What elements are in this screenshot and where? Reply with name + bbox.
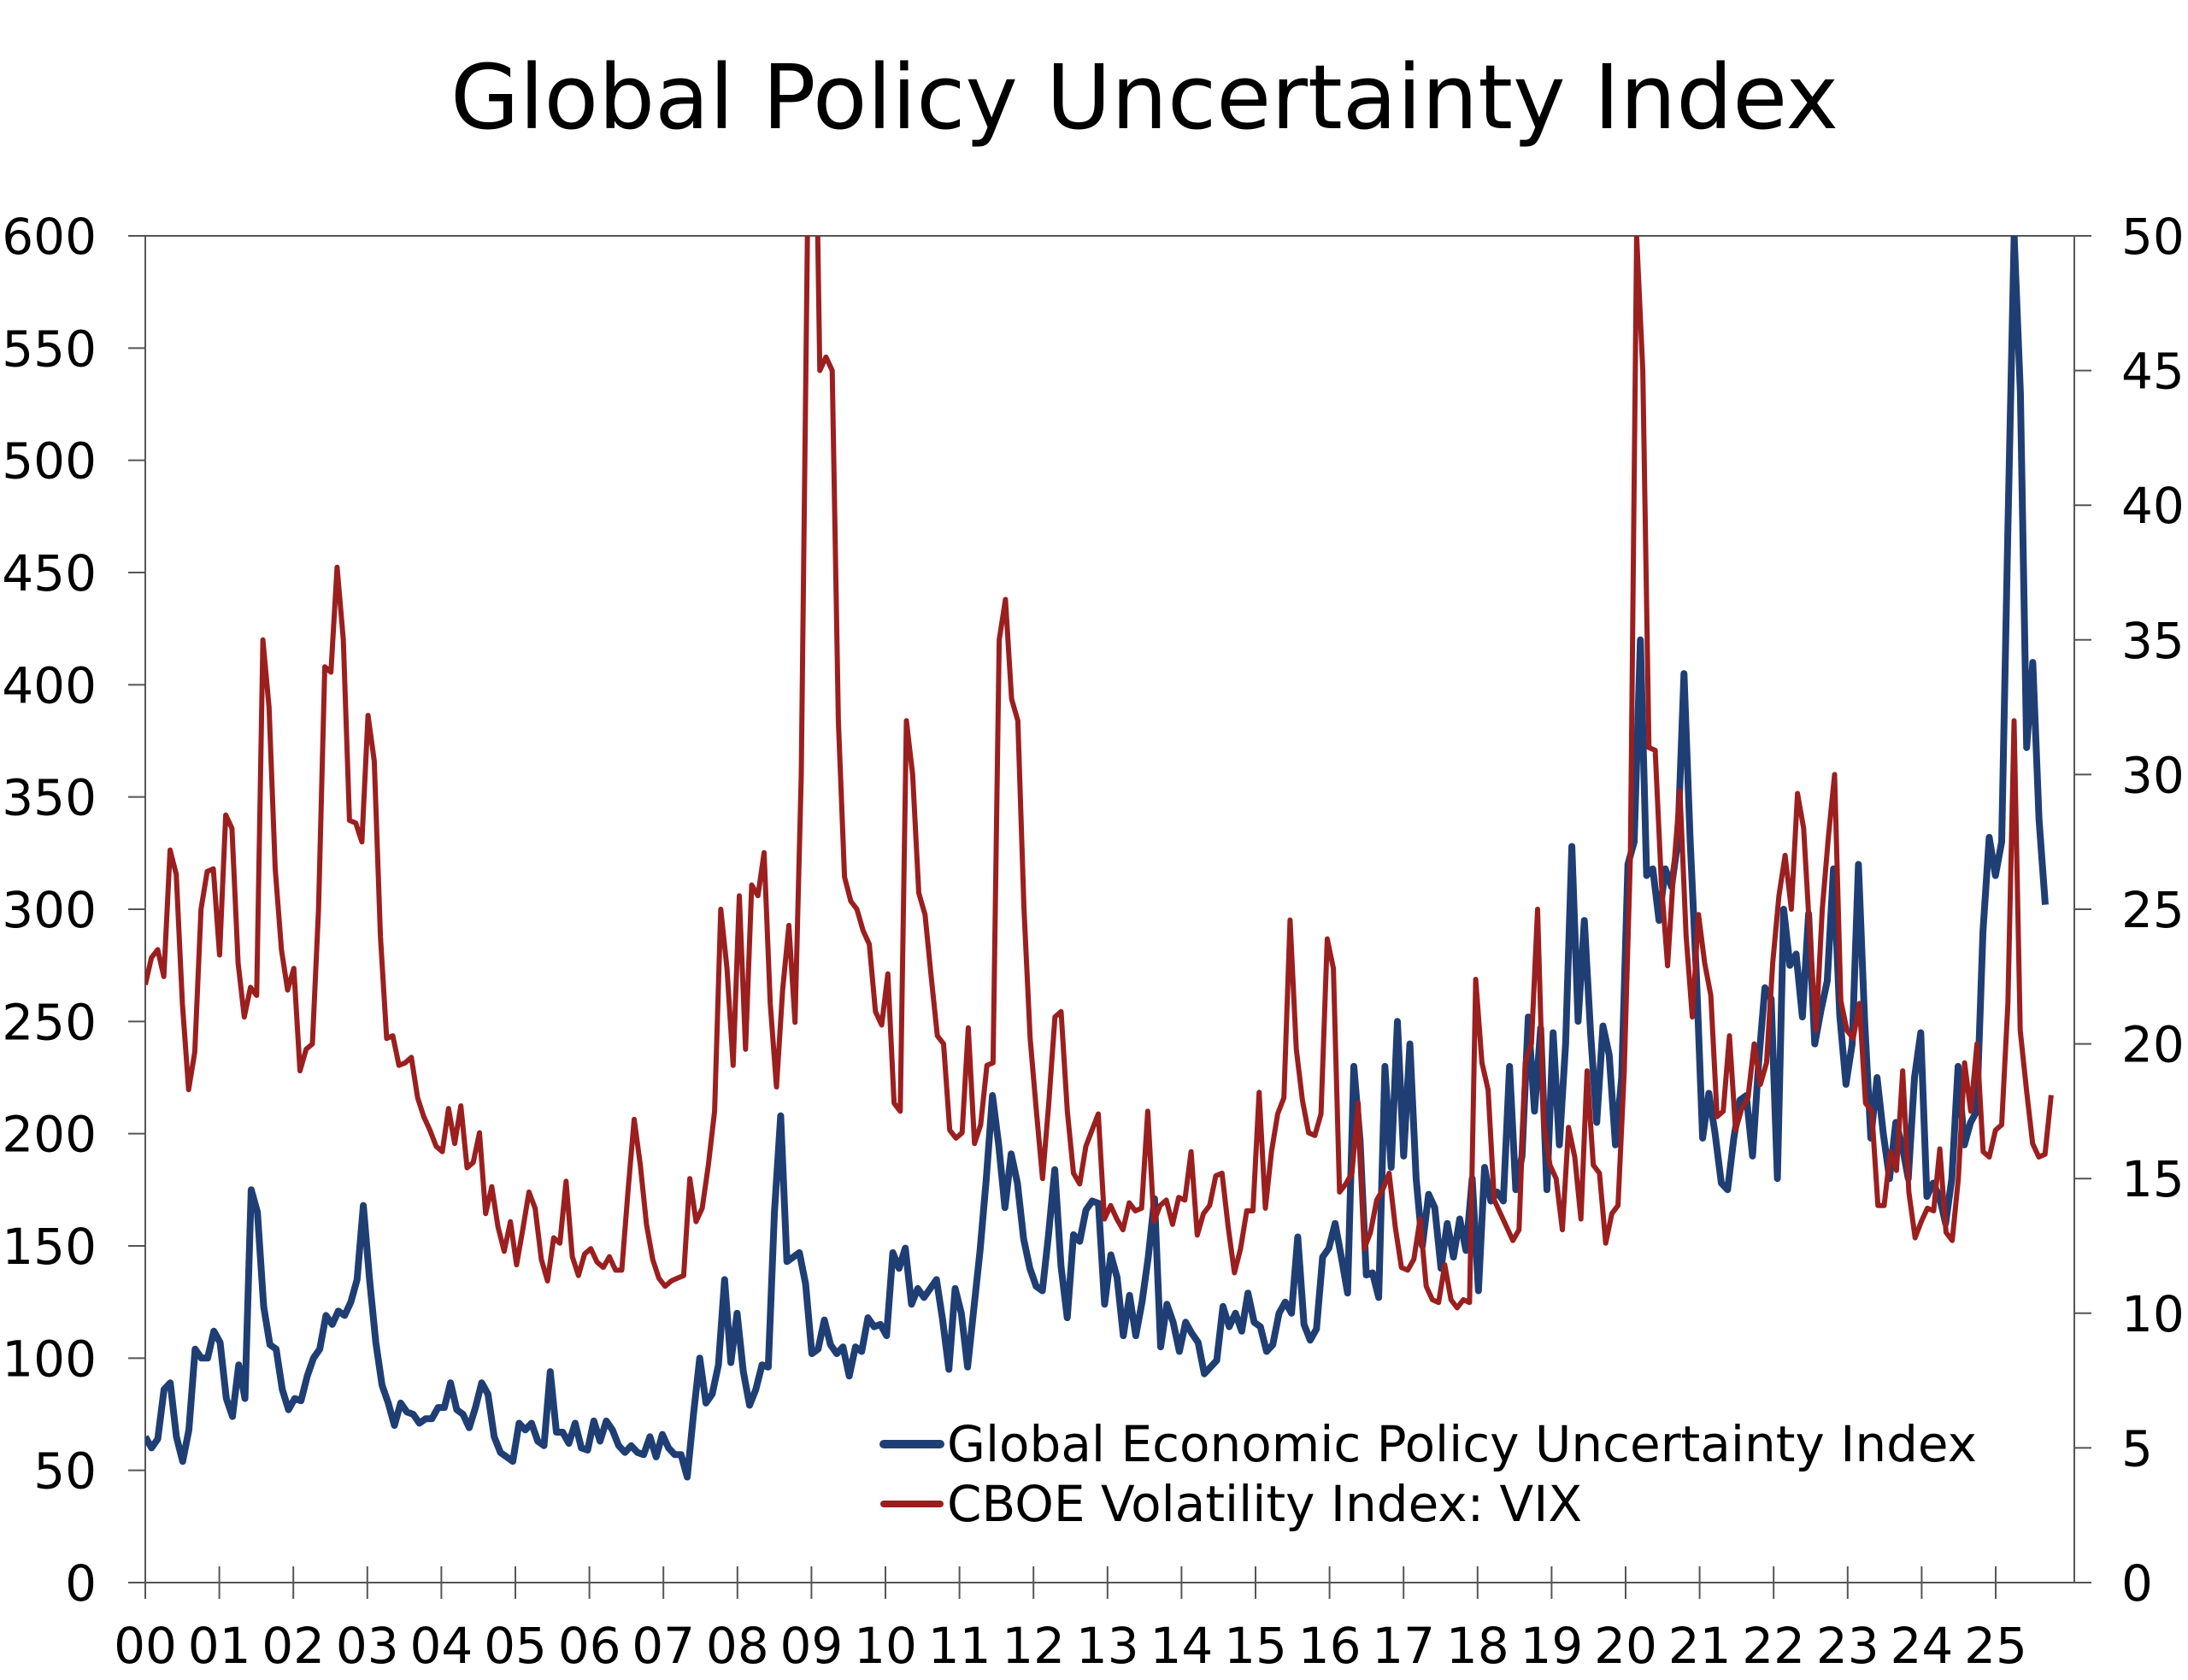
y-right-tick-label: 50 [2121, 208, 2185, 266]
y-right-tick-label: 0 [2121, 1554, 2153, 1612]
x-tick-label: 08 [706, 1617, 769, 1675]
x-tick-label: 00 [114, 1617, 177, 1675]
x-tick-label: 20 [1594, 1617, 1657, 1675]
y-right-tick-label: 15 [2121, 1150, 2185, 1208]
x-tick-label: 23 [1816, 1617, 1879, 1675]
chart-title: Global Policy Uncertainty Index [450, 45, 1838, 150]
legend: Global Economic Policy Uncertainty Index… [879, 1415, 1977, 1533]
y-right-tick-label: 25 [2121, 881, 2185, 939]
x-tick-label: 13 [1076, 1617, 1139, 1675]
x-tick-label: 11 [928, 1617, 991, 1675]
y-left-tick-label: 450 [2, 544, 97, 602]
y-left-tick-label: 300 [2, 881, 97, 939]
y-right-tick-label: 10 [2121, 1285, 2185, 1343]
x-tick-label: 18 [1446, 1617, 1509, 1675]
series-group [145, 236, 2054, 1481]
x-tick-label: 06 [558, 1617, 621, 1675]
y-right-tick-label: 30 [2121, 746, 2185, 804]
x-tick-label: 09 [779, 1617, 843, 1675]
x-tick-label: 25 [1964, 1617, 2027, 1675]
y-left-tick-label: 550 [2, 320, 97, 378]
series-line-gepu [145, 236, 2049, 1481]
x-tick-label: 01 [188, 1617, 251, 1675]
x-tick-label: 22 [1742, 1617, 1805, 1675]
x-tick-label: 17 [1372, 1617, 1435, 1675]
series-line-vix [145, 236, 2054, 1311]
x-tick-label: 21 [1668, 1617, 1732, 1675]
legend-label-vix: CBOE Volatility Index: VIX [947, 1475, 1582, 1533]
y-left-tick-label: 200 [2, 1106, 97, 1164]
x-tick-label: 02 [262, 1617, 325, 1675]
x-tick-label: 16 [1298, 1617, 1362, 1675]
x-tick-label: 03 [336, 1617, 399, 1675]
y-left-tick-label: 150 [2, 1218, 97, 1276]
y-right-tick-label: 35 [2121, 612, 2185, 670]
y-left-tick-label: 50 [33, 1442, 97, 1501]
y-right-tick-label: 5 [2121, 1419, 2153, 1477]
y-left-tick-label: 350 [2, 769, 97, 827]
x-tick-label: 12 [1002, 1617, 1065, 1675]
x-tick-label: 15 [1224, 1617, 1287, 1675]
x-tick-label: 24 [1890, 1617, 1953, 1675]
x-tick-label: 14 [1150, 1617, 1213, 1675]
legend-label-gepu: Global Economic Policy Uncertainty Index [947, 1415, 1977, 1473]
x-tick-label: 10 [854, 1617, 917, 1675]
x-tick-label: 04 [409, 1617, 473, 1675]
y-right-tick-label: 20 [2121, 1016, 2185, 1074]
axes: 0501001502002503003504004505005506000510… [2, 208, 2185, 1675]
x-tick-label: 07 [632, 1617, 695, 1675]
y-left-tick-label: 500 [2, 432, 97, 490]
x-tick-label: 05 [484, 1617, 547, 1675]
y-right-tick-label: 45 [2121, 343, 2185, 401]
y-left-tick-label: 400 [2, 656, 97, 714]
y-left-tick-label: 100 [2, 1330, 97, 1388]
x-tick-label: 19 [1520, 1617, 1583, 1675]
y-left-tick-label: 0 [65, 1554, 97, 1612]
y-left-tick-label: 600 [2, 208, 97, 266]
y-right-tick-label: 40 [2121, 477, 2185, 535]
y-left-tick-label: 250 [2, 993, 97, 1051]
